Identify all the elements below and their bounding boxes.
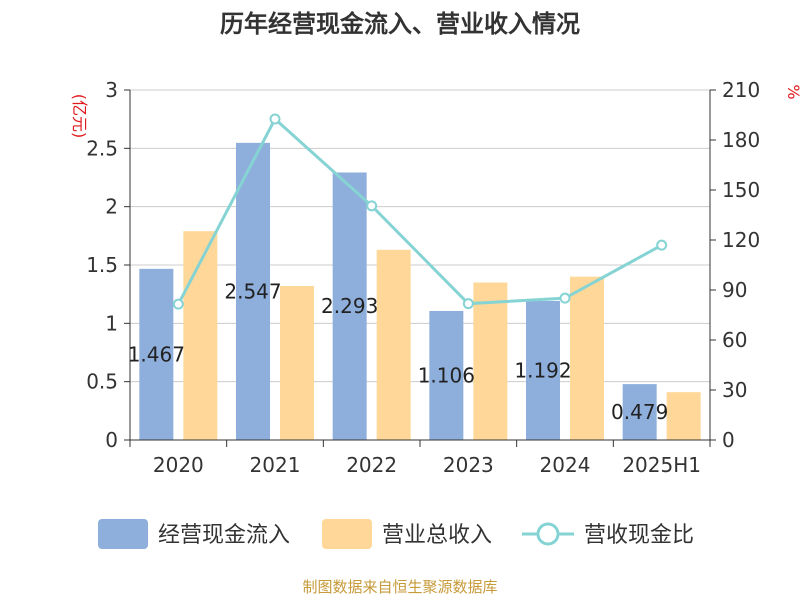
y-left-tick-label: 2	[105, 195, 118, 219]
data-label-cash-inflow: 0.479	[611, 400, 668, 424]
x-tick-label: 2022	[346, 453, 397, 477]
y-right-tick-label: 210	[722, 78, 760, 102]
grid-lines	[130, 89, 710, 383]
data-label-cash-inflow: 2.547	[224, 279, 281, 303]
y-right-tick-label: 60	[722, 328, 747, 352]
legend-label-revenue: 营业总收入	[382, 523, 492, 548]
y-right-tick-label: 150	[722, 178, 760, 202]
bar-revenue	[280, 286, 314, 440]
bar-cash-inflow	[622, 384, 657, 440]
data-labels: 1.467 2.547 2.293 1.106 1.192 0.479	[128, 279, 669, 424]
y-right-tick-label: 120	[722, 228, 760, 252]
source-note: 制图数据来自恒生聚源数据库	[302, 578, 497, 596]
ratio-point	[559, 292, 571, 304]
y-left-tick-label: 2.5	[86, 136, 118, 160]
y-right-unit: %	[784, 84, 800, 99]
chart-title: 历年经营现金流入、营业收入情况	[220, 10, 580, 38]
data-label-cash-inflow: 1.467	[128, 342, 185, 366]
y-right-tick-label: 90	[722, 278, 747, 302]
ratio-point	[172, 298, 184, 310]
ratio-point	[366, 200, 378, 212]
bar-revenue	[376, 249, 411, 440]
bar-revenue	[473, 282, 508, 440]
legend-label-ratio: 营收现金比	[584, 523, 694, 548]
x-tick-label: 2024	[540, 453, 591, 477]
ratio-polyline	[177, 116, 663, 306]
legend-swatch-cash-inflow	[98, 519, 148, 549]
bars	[139, 142, 701, 440]
y-left-tick-label: 3	[105, 78, 118, 102]
legend-swatch-revenue	[322, 519, 372, 549]
y-left-tick-label: 0	[105, 428, 118, 452]
legend: 经营现金流入 营业总收入 营收现金比	[98, 519, 694, 549]
ratio-line	[172, 113, 668, 310]
bar-revenue	[183, 231, 218, 440]
y-left-tick-label: 0.5	[86, 370, 118, 394]
x-tick-label: 2020	[153, 453, 204, 477]
y-right-tick-label: 180	[722, 128, 760, 152]
bar-revenue	[666, 392, 701, 440]
x-tick-label: 2023	[443, 453, 494, 477]
y-left-tick-label: 1	[105, 311, 118, 335]
data-label-cash-inflow: 2.293	[321, 294, 378, 318]
legend-label-cash-inflow: 经营现金流入	[158, 523, 290, 548]
ratio-point	[462, 298, 474, 310]
legend-marker-ratio	[536, 522, 560, 546]
bar-cash-inflow	[429, 310, 464, 440]
bar-cash-inflow	[332, 172, 367, 440]
bar-cash-inflow	[236, 142, 270, 440]
y-right-tick-label: 30	[722, 378, 747, 402]
x-tick-label: 2021	[250, 453, 301, 477]
y-left-tick-label: 1.5	[86, 253, 118, 277]
x-tick-label: 2025H1	[622, 453, 701, 477]
ratio-point	[269, 113, 281, 125]
bar-cash-inflow	[139, 268, 174, 440]
bar-revenue	[570, 276, 604, 440]
data-label-cash-inflow: 1.192	[514, 358, 571, 382]
ratio-point	[656, 239, 668, 251]
y-left-unit: (亿元)	[70, 94, 89, 139]
data-label-cash-inflow: 1.106	[418, 363, 475, 387]
y-right-tick-label: 0	[722, 428, 735, 452]
bar-cash-inflow	[526, 300, 560, 440]
